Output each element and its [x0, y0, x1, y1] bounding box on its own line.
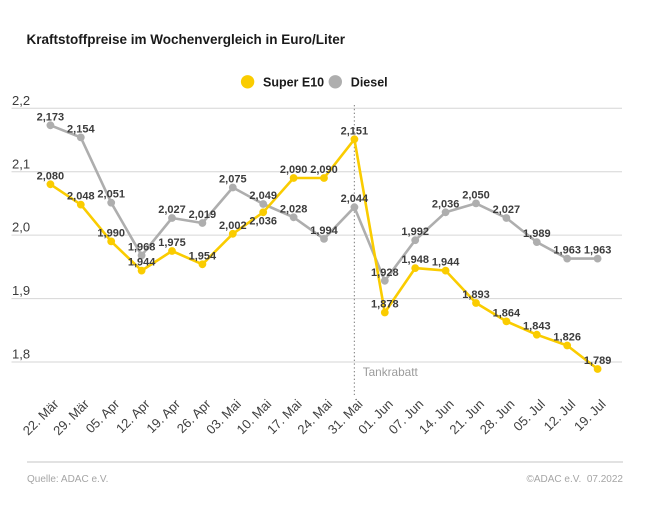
svg-text:1,944: 1,944 [432, 257, 460, 269]
svg-text:2,044: 2,044 [341, 193, 369, 205]
svg-text:1,8: 1,8 [12, 347, 30, 362]
svg-text:1,944: 1,944 [128, 257, 156, 269]
svg-text:1,963: 1,963 [553, 245, 581, 257]
svg-text:2,036: 2,036 [432, 198, 460, 210]
svg-text:2,2: 2,2 [12, 93, 30, 108]
svg-text:1,789: 1,789 [584, 355, 612, 367]
svg-text:1,826: 1,826 [553, 332, 581, 344]
svg-text:2,1: 2,1 [12, 156, 30, 171]
svg-text:1,963: 1,963 [584, 245, 612, 257]
svg-text:1,975: 1,975 [158, 237, 186, 249]
svg-text:2,027: 2,027 [493, 204, 521, 216]
svg-text:2,036: 2,036 [249, 215, 277, 227]
svg-text:1,968: 1,968 [128, 241, 156, 253]
svg-text:2,050: 2,050 [462, 189, 490, 201]
svg-text:Tankrabatt: Tankrabatt [363, 365, 419, 379]
svg-text:2,075: 2,075 [219, 174, 247, 186]
svg-text:1,878: 1,878 [371, 299, 399, 311]
svg-text:2,048: 2,048 [67, 191, 95, 203]
svg-text:Kraftstoffpreise im Wochenverg: Kraftstoffpreise im Wochenvergleich in E… [27, 32, 346, 47]
svg-text:Diesel: Diesel [351, 75, 388, 89]
svg-text:2,173: 2,173 [37, 111, 65, 123]
svg-text:1,864: 1,864 [493, 307, 521, 319]
svg-text:1,928: 1,928 [371, 267, 399, 279]
svg-text:2,154: 2,154 [67, 123, 95, 135]
svg-text:1,994: 1,994 [310, 225, 338, 237]
svg-text:2,090: 2,090 [310, 164, 338, 176]
svg-text:1,954: 1,954 [189, 250, 217, 262]
svg-text:2,027: 2,027 [158, 204, 186, 216]
svg-text:1,948: 1,948 [401, 254, 429, 266]
svg-text:1,843: 1,843 [523, 321, 551, 333]
svg-text:1,893: 1,893 [462, 289, 490, 301]
svg-text:1,992: 1,992 [401, 226, 429, 238]
svg-text:1,990: 1,990 [97, 227, 125, 239]
svg-text:©ADAC e.V. 07.2022: ©ADAC e.V. 07.2022 [526, 474, 623, 485]
svg-text:2,0: 2,0 [12, 220, 30, 235]
svg-text:Super E10: Super E10 [263, 75, 324, 89]
svg-text:2,028: 2,028 [280, 203, 308, 215]
svg-text:2,049: 2,049 [249, 190, 277, 202]
svg-text:2,090: 2,090 [280, 164, 308, 176]
svg-text:2,151: 2,151 [341, 125, 369, 137]
svg-text:Quelle: ADAC e.V.: Quelle: ADAC e.V. [27, 474, 108, 485]
svg-text:2,080: 2,080 [37, 170, 65, 182]
svg-text:2,019: 2,019 [189, 209, 217, 221]
svg-text:2,002: 2,002 [219, 220, 247, 232]
svg-text:1,9: 1,9 [12, 283, 30, 298]
svg-text:2,051: 2,051 [97, 189, 125, 201]
svg-text:1,989: 1,989 [523, 228, 551, 240]
